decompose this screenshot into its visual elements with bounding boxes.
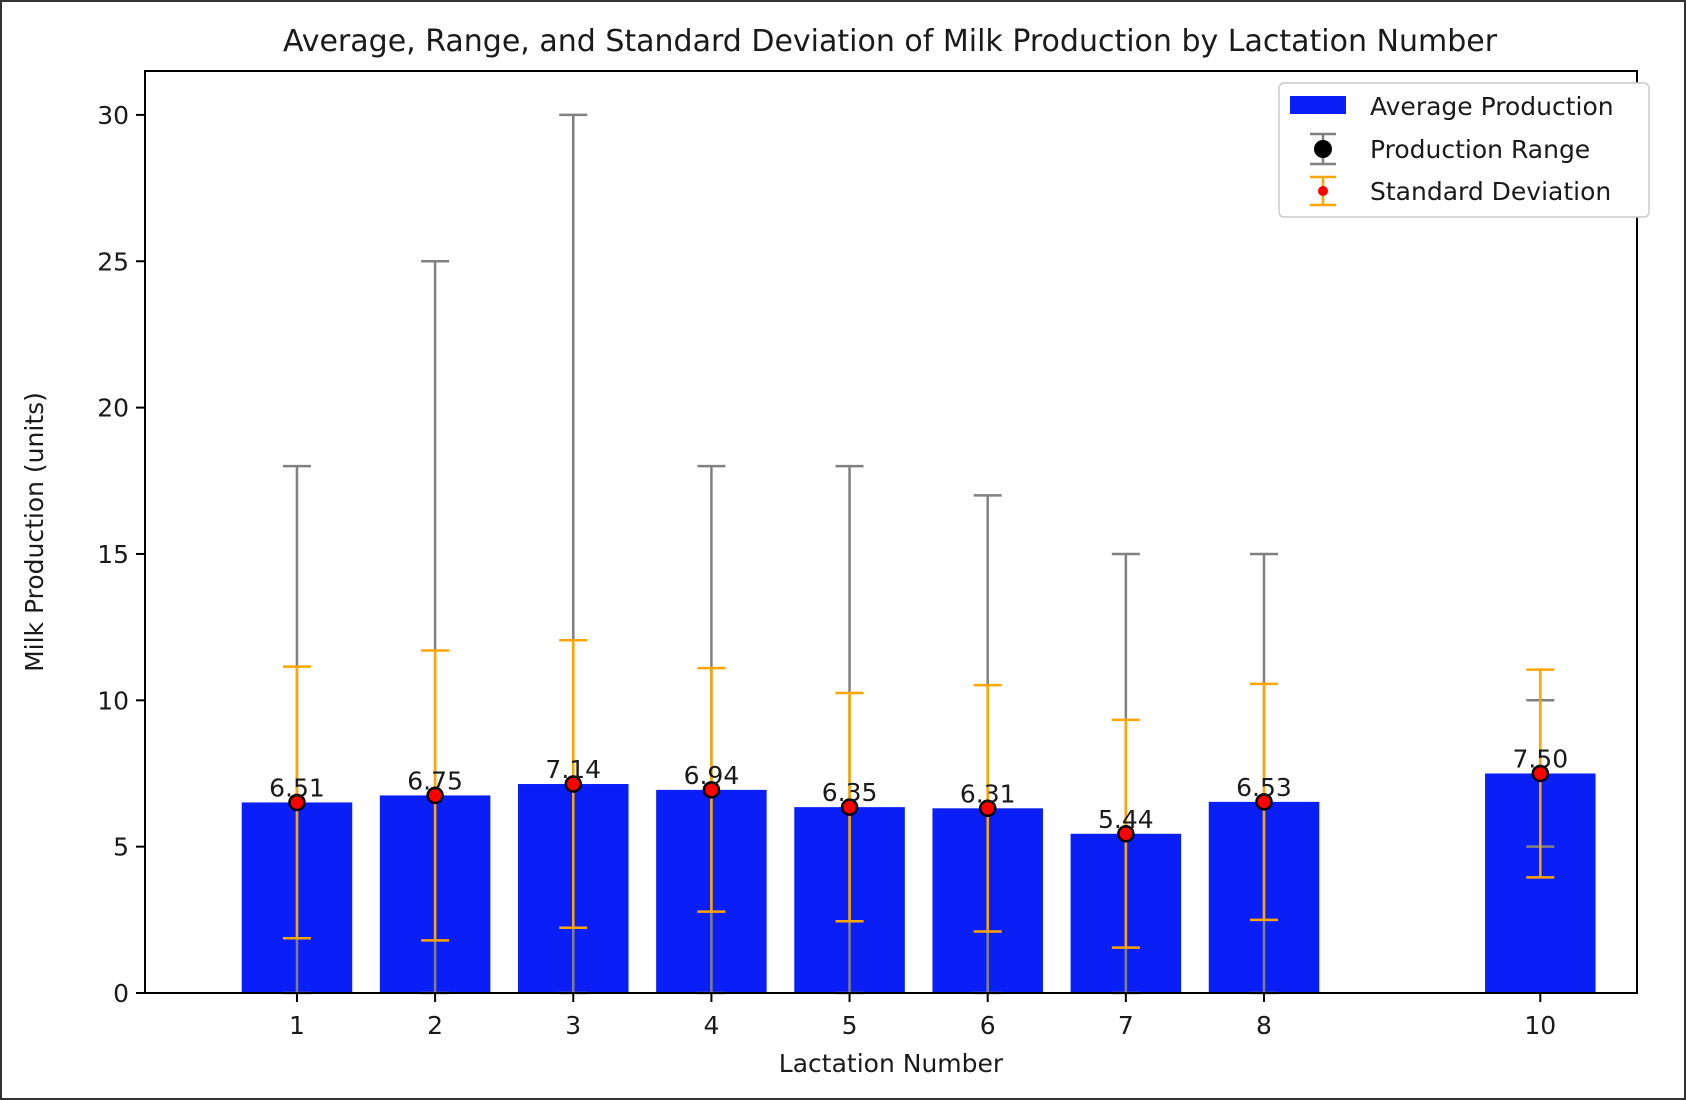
legend-label-production-range: Production Range bbox=[1370, 135, 1590, 164]
legend: Average Production Production Range Stan… bbox=[1278, 82, 1650, 218]
x-tick-label: 6 bbox=[980, 1011, 996, 1040]
data-label-lactation-7: 5.44 bbox=[1098, 805, 1154, 834]
error-bars-lactation-7 bbox=[1111, 552, 1140, 995]
y-tick-label: 0 bbox=[113, 979, 129, 1008]
error-bars-lactation-1 bbox=[282, 464, 311, 995]
error-bars-lactation-4 bbox=[697, 464, 726, 995]
y-tick-label: 30 bbox=[97, 101, 129, 130]
data-label-lactation-4: 6.94 bbox=[684, 761, 740, 790]
mean-marker bbox=[1255, 793, 1273, 811]
y-tick-label: 10 bbox=[97, 686, 129, 715]
data-label-lactation-1: 6.51 bbox=[269, 773, 325, 802]
y-tick-label: 15 bbox=[97, 540, 129, 569]
x-tick-label: 10 bbox=[1524, 1011, 1556, 1040]
x-tick-label: 2 bbox=[427, 1011, 443, 1040]
mean-marker bbox=[978, 799, 997, 818]
error-bars-lactation-8 bbox=[1250, 552, 1278, 995]
legend-range-marker bbox=[1314, 140, 1332, 158]
x-axis: 1 2 3 4 5 6 7 8 10 bbox=[289, 993, 1556, 1040]
y-tick-label: 20 bbox=[97, 394, 129, 423]
mean-marker bbox=[702, 781, 721, 799]
x-axis-label: Lactation Number bbox=[779, 1049, 1004, 1078]
chart-title: Average, Range, and Standard Deviation o… bbox=[283, 24, 1498, 59]
mean-marker bbox=[1531, 764, 1550, 783]
y-axis: 0 5 10 15 20 25 30 bbox=[97, 101, 145, 1008]
y-axis-label: Milk Production (units) bbox=[20, 392, 49, 672]
legend-swatch-bar bbox=[1290, 96, 1346, 114]
legend-item-production-range: Production Range bbox=[1310, 132, 1590, 166]
y-tick-label: 25 bbox=[97, 247, 129, 276]
data-label-lactation-3: 7.14 bbox=[545, 755, 601, 784]
data-label-lactation-6: 6.31 bbox=[960, 779, 1016, 808]
data-label-lactation-2: 6.75 bbox=[407, 766, 463, 795]
error-bars-layer bbox=[282, 113, 1555, 995]
mean-marker bbox=[288, 793, 306, 812]
legend-item-standard-deviation: Standard Deviation bbox=[1310, 175, 1611, 207]
data-label-lactation-8: 6.53 bbox=[1236, 773, 1292, 802]
x-tick-label: 3 bbox=[565, 1011, 581, 1040]
legend-sd-marker bbox=[1318, 186, 1328, 196]
legend-box bbox=[1278, 82, 1650, 218]
data-label-lactation-10: 7.50 bbox=[1512, 744, 1568, 773]
mean-marker bbox=[840, 798, 859, 816]
x-tick-label: 4 bbox=[703, 1011, 719, 1040]
x-tick-label: 8 bbox=[1256, 1011, 1272, 1040]
data-labels-layer: 6.51 6.75 7.14 6.94 6.35 6.31 5.44 6.53 7.50 bbox=[269, 744, 1568, 833]
legend-label-average-production: Average Production bbox=[1370, 92, 1614, 121]
mean-marker bbox=[564, 775, 583, 793]
mean-marker bbox=[1117, 825, 1135, 843]
y-tick-label: 5 bbox=[113, 833, 129, 862]
x-tick-label: 1 bbox=[289, 1011, 305, 1040]
legend-item-average-production: Average Production bbox=[1290, 92, 1614, 121]
data-label-lactation-5: 6.35 bbox=[822, 778, 878, 807]
plot-area-frame bbox=[144, 70, 1638, 994]
legend-label-standard-deviation: Standard Deviation bbox=[1370, 177, 1611, 206]
error-bars-lactation-6 bbox=[973, 494, 1002, 995]
x-tick-label: 5 bbox=[842, 1011, 858, 1040]
mean-marker bbox=[426, 786, 444, 805]
x-tick-label: 7 bbox=[1118, 1011, 1134, 1040]
error-bars-lactation-2 bbox=[421, 260, 450, 995]
error-bars-lactation-10 bbox=[1526, 668, 1555, 879]
